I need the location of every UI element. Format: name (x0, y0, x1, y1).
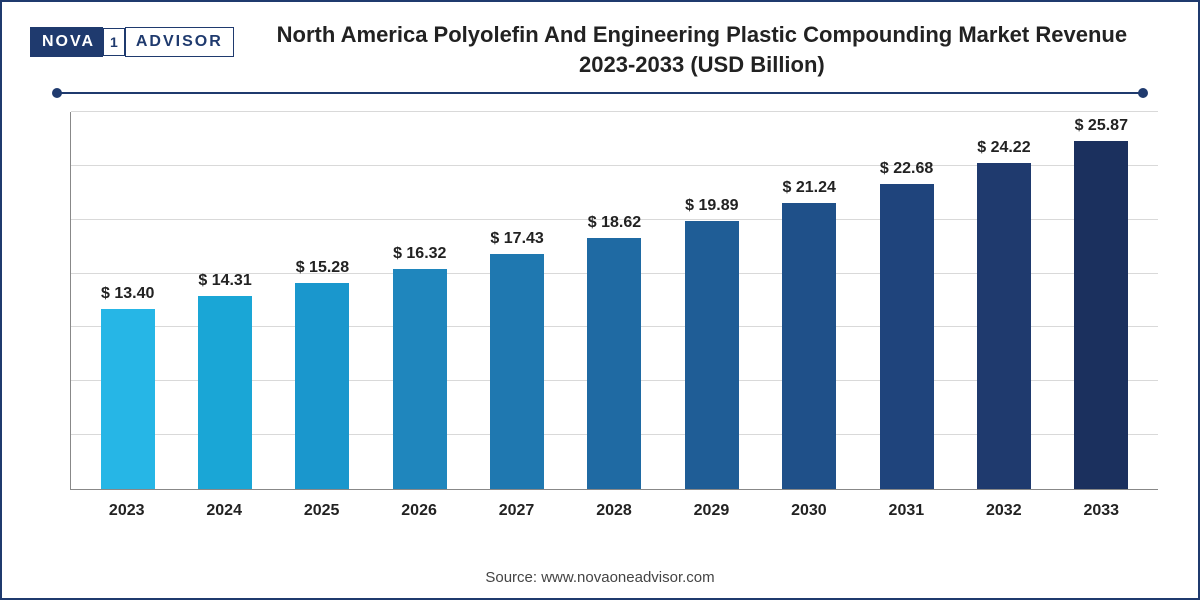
bar-column: $ 14.31 (176, 112, 273, 489)
divider-line (57, 92, 1143, 94)
x-axis-label: 2031 (858, 490, 955, 528)
bar (685, 221, 739, 489)
title-wrap: North America Polyolefin And Engineering… (234, 20, 1170, 79)
logo-right: ADVISOR (125, 27, 234, 57)
title-line-2: 2023-2033 (USD Billion) (579, 52, 825, 77)
bar-column: $ 15.28 (274, 112, 371, 489)
chart-title: North America Polyolefin And Engineering… (254, 20, 1150, 79)
bar-column: $ 16.32 (371, 112, 468, 489)
bar-value-label: $ 16.32 (393, 245, 446, 263)
bar-column: $ 22.68 (858, 112, 955, 489)
x-axis-label: 2025 (273, 490, 370, 528)
bar-column: $ 21.24 (761, 112, 858, 489)
x-axis-label: 2028 (565, 490, 662, 528)
x-axis-label: 2033 (1053, 490, 1150, 528)
bar-column: $ 18.62 (566, 112, 663, 489)
x-axis-label: 2023 (78, 490, 175, 528)
x-axis: 2023202420252026202720282029203020312032… (70, 490, 1158, 528)
bar (977, 163, 1031, 489)
chart-container: NOVA 1 ADVISOR North America Polyolefin … (0, 0, 1200, 600)
bar (880, 184, 934, 489)
bar (295, 283, 349, 489)
bar (198, 296, 252, 489)
bar-value-label: $ 19.89 (685, 197, 738, 215)
bar (393, 269, 447, 489)
divider-dot-right (1138, 88, 1148, 98)
logo-left: NOVA (30, 27, 103, 57)
x-axis-label: 2026 (370, 490, 467, 528)
bar-column: $ 19.89 (663, 112, 760, 489)
bar (782, 203, 836, 489)
bar-column: $ 25.87 (1053, 112, 1150, 489)
header: NOVA 1 ADVISOR North America Polyolefin … (2, 2, 1198, 79)
x-axis-label: 2027 (468, 490, 565, 528)
bar-value-label: $ 21.24 (783, 179, 836, 197)
x-axis-label: 2024 (175, 490, 272, 528)
x-axis-label: 2030 (760, 490, 857, 528)
bar-value-label: $ 25.87 (1075, 117, 1128, 135)
bar-column: $ 13.40 (79, 112, 176, 489)
plot-region: $ 13.40 $ 14.31 $ 15.28 $ 16.32 $ 17.43 $ 18.… (70, 112, 1158, 490)
bar-column: $ 17.43 (468, 112, 565, 489)
bar-value-label: $ 15.28 (296, 259, 349, 277)
bar (587, 238, 641, 489)
x-axis-label: 2032 (955, 490, 1052, 528)
x-axis-label: 2029 (663, 490, 760, 528)
title-divider (52, 88, 1148, 98)
bar (1074, 141, 1128, 489)
bar (101, 309, 155, 489)
bars: $ 13.40 $ 14.31 $ 15.28 $ 16.32 $ 17.43 $ 18.… (71, 112, 1158, 489)
logo-badge: 1 (103, 28, 125, 56)
title-line-1: North America Polyolefin And Engineering… (277, 22, 1127, 47)
bar-value-label: $ 14.31 (198, 272, 251, 290)
source-text: Source: www.novaoneadvisor.com (2, 569, 1198, 586)
bar-column: $ 24.22 (955, 112, 1052, 489)
bar (490, 254, 544, 489)
chart-area: $ 13.40 $ 14.31 $ 15.28 $ 16.32 $ 17.43 $ 18.… (70, 112, 1158, 528)
bar-value-label: $ 22.68 (880, 160, 933, 178)
logo: NOVA 1 ADVISOR (30, 26, 234, 58)
bar-value-label: $ 24.22 (977, 139, 1030, 157)
bar-value-label: $ 13.40 (101, 285, 154, 303)
bar-value-label: $ 18.62 (588, 214, 641, 232)
bar-value-label: $ 17.43 (490, 230, 543, 248)
